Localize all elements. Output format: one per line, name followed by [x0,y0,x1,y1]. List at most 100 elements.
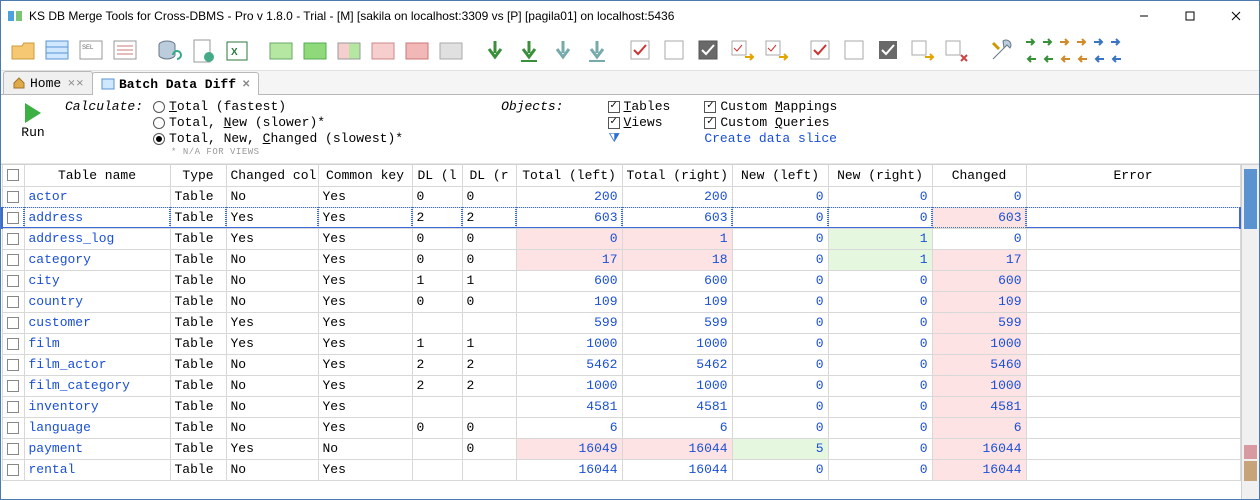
row-checkbox[interactable] [7,275,19,287]
table-name-link[interactable]: customer [29,315,91,330]
table-row[interactable]: cityTableNoYes1160060000600 [2,270,1240,291]
table-row[interactable]: film_actorTableNoYes2254625462005460 [2,354,1240,375]
radio-total-new[interactable]: Total, New (slower)* [153,115,403,130]
tab-pin-icon[interactable]: ⨯⨯ [67,78,84,89]
mini-arrow-icon[interactable] [1074,34,1090,50]
toolbar-list-icon[interactable] [109,35,141,67]
column-header[interactable]: New (right) [828,165,932,186]
tab-home[interactable]: Home ⨯⨯ [3,71,93,94]
table-name-link[interactable]: address [29,210,84,225]
results-grid[interactable]: Table nameTypeChanged colCommon keyDL (l… [1,165,1241,499]
create-data-slice-link[interactable]: Create data slice [704,131,837,146]
column-header[interactable]: New (left) [732,165,828,186]
toolbar-excel-icon[interactable]: X [221,35,253,67]
table-name-link[interactable]: film [29,336,60,351]
row-checkbox[interactable] [7,359,19,371]
row-checkbox[interactable] [7,233,19,245]
table-name-link[interactable]: rental [29,462,76,477]
table-row[interactable]: countryTableNoYes0010910900109 [2,291,1240,312]
maximize-button[interactable] [1167,1,1213,31]
toolbar-pink1-icon[interactable] [367,35,399,67]
column-header[interactable]: Type [170,165,226,186]
table-row[interactable]: paymentTableYesNo016049160445016044 [2,438,1240,459]
column-header[interactable]: Changed col [226,165,318,186]
row-checkbox[interactable] [7,443,19,455]
table-name-link[interactable]: inventory [29,399,99,414]
column-header[interactable]: DL (l [412,165,462,186]
toolbar-check-x-icon[interactable] [941,35,973,67]
toolbar-select-icon[interactable]: SEL [75,35,107,67]
row-checkbox[interactable] [7,464,19,476]
toolbar-green1-icon[interactable] [265,35,297,67]
toolbar-grey-icon[interactable] [435,35,467,67]
toolbar-green2-icon[interactable] [299,35,331,67]
radio-total-new-changed[interactable]: Total, New, Changed (slowest)* [153,131,403,146]
row-checkbox[interactable] [7,254,19,266]
toolbar-arrowdown4-icon[interactable] [581,35,613,67]
mini-arrow-icon[interactable] [1091,51,1107,67]
row-checkbox[interactable] [7,317,19,329]
toolbar-check6-icon[interactable] [873,35,905,67]
check-tables[interactable]: Tables [608,99,671,114]
vertical-scrollbar[interactable] [1241,165,1259,499]
toolbar-check-go1-icon[interactable] [727,35,759,67]
check-custom-queries[interactable]: Custom Queries [704,115,837,130]
table-name-link[interactable]: address_log [29,231,115,246]
column-header[interactable]: Table name [24,165,170,186]
table-row[interactable]: actorTableNoYes00200200000 [2,186,1240,207]
column-header[interactable]: Changed [932,165,1026,186]
toolbar-pink2-icon[interactable] [401,35,433,67]
toolbar-tables-icon[interactable] [41,35,73,67]
column-header[interactable]: Total (right) [622,165,732,186]
row-checkbox[interactable] [7,212,19,224]
table-name-link[interactable]: language [29,420,91,435]
toolbar-open-icon[interactable] [7,35,39,67]
close-button[interactable] [1213,1,1259,31]
toolbar-check1-icon[interactable] [625,35,657,67]
table-name-link[interactable]: category [29,252,91,267]
table-row[interactable]: addressTableYesYes2260360300603 [2,207,1240,228]
mini-arrow-icon[interactable] [1108,51,1124,67]
check-custom-mappings[interactable]: Custom Mappings [704,99,837,114]
toolbar-check4-icon[interactable] [805,35,837,67]
mini-arrow-icon[interactable] [1023,51,1039,67]
mini-arrow-icon[interactable] [1074,51,1090,67]
minimize-button[interactable] [1121,1,1167,31]
table-name-link[interactable]: film_actor [29,357,107,372]
toolbar-check-go2-icon[interactable] [761,35,793,67]
mini-arrow-icon[interactable] [1040,51,1056,67]
check-views[interactable]: Views [608,115,671,130]
toolbar-check3-icon[interactable] [693,35,725,67]
table-row[interactable]: customerTableYesYes59959900599 [2,312,1240,333]
table-row[interactable]: languageTableNoYes0066006 [2,417,1240,438]
row-checkbox[interactable] [7,338,19,350]
column-header[interactable]: DL (r [462,165,516,186]
toolbar-arrowdown1-icon[interactable] [479,35,511,67]
toolbar-db-refresh-icon[interactable] [153,35,185,67]
table-name-link[interactable]: payment [29,441,84,456]
row-checkbox[interactable] [7,380,19,392]
table-row[interactable]: rentalTableNoYes16044160440016044 [2,459,1240,480]
toolbar-tools-icon[interactable] [985,35,1017,67]
filter-icon[interactable]: ⧩ [609,131,671,146]
table-name-link[interactable]: actor [29,189,68,204]
column-header[interactable] [2,165,24,186]
table-row[interactable]: address_logTableYesYes0001010 [2,228,1240,249]
column-header[interactable]: Common key [318,165,412,186]
column-header[interactable]: Total (left) [516,165,622,186]
toolbar-check5-icon[interactable] [839,35,871,67]
close-icon[interactable]: ✕ [242,79,250,90]
select-all-checkbox[interactable] [7,169,19,181]
mini-arrow-icon[interactable] [1023,34,1039,50]
row-checkbox[interactable] [7,401,19,413]
row-checkbox[interactable] [7,296,19,308]
table-row[interactable]: filmTableYesYes1110001000001000 [2,333,1240,354]
toolbar-check-go3-icon[interactable] [907,35,939,67]
mini-arrow-icon[interactable] [1057,51,1073,67]
toolbar-arrowdown3-icon[interactable] [547,35,579,67]
toolbar-check2-icon[interactable] [659,35,691,67]
toolbar-half-icon[interactable] [333,35,365,67]
toolbar-sheet-icon[interactable] [187,35,219,67]
table-row[interactable]: inventoryTableNoYes45814581004581 [2,396,1240,417]
row-checkbox[interactable] [7,422,19,434]
